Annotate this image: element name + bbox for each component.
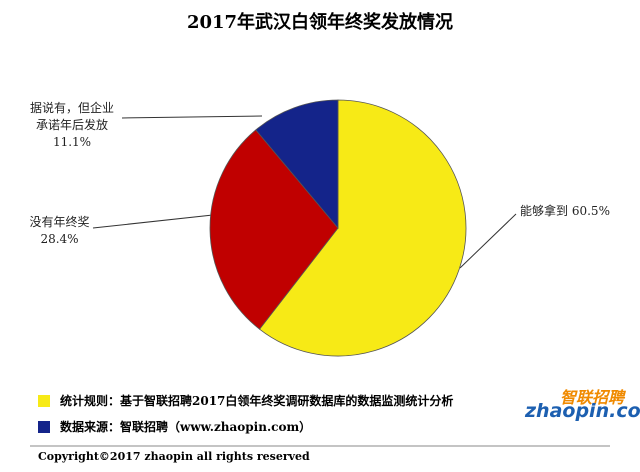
value-label: 28.4%: [40, 232, 79, 246]
value-label: 60.5%: [571, 204, 610, 218]
value-label: 11.1%: [52, 135, 92, 149]
category-label: 据说有，但企业承诺年后发放: [29, 101, 114, 132]
logo-site: zhaopin.com: [525, 400, 640, 422]
note-swatch: [38, 395, 50, 407]
pie-slice: [255, 99, 339, 230]
slice-label: 没有年终奖 28.4%: [22, 214, 97, 248]
note-swatch: [38, 421, 50, 433]
logo-name: 智联招聘: [560, 388, 625, 407]
pie-slice: [258, 99, 467, 357]
slice-label: 据说有，但企业承诺年后发放 11.1%: [26, 100, 118, 151]
category-label: 没有年终奖: [29, 215, 90, 229]
category-label: 能够拿到: [520, 204, 569, 218]
note: 统计规则：基于智联招聘2017白领年终奖调研数据库的数据监测统计分析: [60, 394, 454, 408]
chart-title: 2017年武汉白领年终奖发放情况: [186, 12, 454, 33]
leader-line: [92, 213, 223, 229]
leader-line: [121, 115, 263, 119]
leader-line: [459, 213, 517, 269]
note: 数据来源：智联招聘（www.zhaopin.com）: [60, 420, 312, 434]
footer: Copyright©2017 zhaopin all rights reserv…: [38, 450, 310, 463]
slice-label: 能够拿到 60.5%: [520, 203, 610, 220]
pie-slice: [209, 129, 339, 330]
